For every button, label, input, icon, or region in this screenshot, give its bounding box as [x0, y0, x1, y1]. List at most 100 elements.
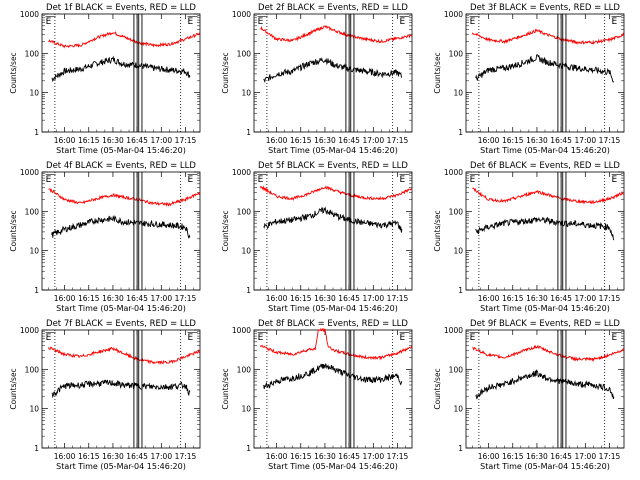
y-tick-label: 1000	[444, 10, 463, 19]
x-tick-label: 16:00	[54, 452, 76, 461]
y-tick-label: 100	[449, 49, 464, 58]
y-tick-label: 100	[237, 207, 252, 216]
flag-marker-label: E	[399, 333, 405, 343]
x-axis-label: Start Time (05-Mar-04 15:46:20)	[56, 462, 186, 471]
x-tick-label: 16:15	[290, 452, 312, 461]
flag-marker-label: E	[399, 17, 405, 27]
x-tick-label: 16:00	[266, 452, 288, 461]
plot-frame	[465, 13, 625, 133]
x-tick-label: 16:30	[526, 136, 548, 145]
x-tick-label: 16:45	[338, 294, 360, 303]
y-tick-label: 1000	[232, 10, 251, 19]
events-series-line	[475, 216, 615, 241]
panel-title: Det 8f BLACK = Events, RED = LLD	[258, 319, 408, 329]
flag-marker-label: E	[46, 333, 52, 343]
y-tick-label: 1	[458, 444, 463, 453]
flag-marker: E	[469, 332, 480, 343]
y-tick-label: 100	[449, 365, 464, 374]
x-tick-label: 17:15	[387, 452, 409, 461]
x-tick-label: 17:00	[362, 136, 384, 145]
lld-series-line	[471, 28, 625, 45]
x-tick-label: 16:00	[478, 294, 500, 303]
detector-panel: Det 9f BLACK = Events, RED = LLD 1 10 100 10…	[433, 319, 625, 471]
plot-frame	[465, 329, 625, 449]
y-tick-label: 100	[25, 49, 40, 58]
y-tick-label: 1000	[444, 168, 463, 177]
x-axis-label: Start Time (05-Mar-04 15:46:20)	[480, 146, 610, 155]
y-tick-label: 1	[458, 128, 463, 137]
x-tick-label: 16:00	[54, 294, 76, 303]
x-tick-label: 17:00	[150, 136, 172, 145]
flag-marker: E	[399, 332, 410, 343]
flag-marker: E	[257, 332, 268, 343]
x-tick-label: 17:00	[362, 452, 384, 461]
flag-marker-label: E	[187, 333, 193, 343]
y-axis-label: Counts/sec	[221, 210, 230, 251]
x-axis-label: Start Time (05-Mar-04 15:46:20)	[56, 304, 186, 313]
flag-marker: E	[45, 16, 56, 27]
x-tick-label: 16:30	[526, 452, 548, 461]
lld-series-line	[259, 185, 412, 201]
flag-marker-label: E	[611, 175, 617, 185]
x-tick-label: 16:15	[78, 136, 100, 145]
events-series-line	[51, 55, 191, 83]
y-tick-label: 10	[453, 405, 463, 414]
flag-marker: E	[187, 332, 198, 343]
x-tick-label: 16:15	[290, 294, 312, 303]
y-tick-label: 1	[34, 286, 39, 295]
panel-title: Det 5f BLACK = Events, RED = LLD	[258, 161, 408, 171]
y-tick-label: 1	[246, 286, 251, 295]
flag-marker: E	[257, 174, 268, 185]
y-axis-label: Counts/sec	[433, 210, 442, 251]
flag-marker-label: E	[258, 17, 264, 27]
detector-panel: Det 2f BLACK = Events, RED = LLD 1 10 100 10…	[221, 3, 413, 155]
flag-marker: E	[187, 16, 198, 27]
x-tick-label: 17:15	[175, 136, 197, 145]
flag-marker-label: E	[399, 175, 405, 185]
x-tick-label: 17:00	[574, 136, 596, 145]
flag-marker: E	[399, 174, 410, 185]
x-tick-label: 16:15	[78, 452, 100, 461]
flag-marker-label: E	[46, 17, 52, 27]
lld-series-line	[472, 344, 625, 363]
y-tick-label: 1000	[20, 168, 39, 177]
x-tick-label: 16:15	[502, 294, 524, 303]
x-tick-label: 16:30	[102, 294, 124, 303]
y-tick-label: 100	[237, 49, 252, 58]
panel-title: Det 9f BLACK = Events, RED = LLD	[470, 319, 620, 329]
y-tick-label: 1000	[20, 326, 39, 335]
y-axis-label: Counts/sec	[9, 52, 18, 93]
x-tick-label: 16:30	[314, 452, 336, 461]
x-tick-label: 16:45	[338, 136, 360, 145]
events-series-line	[51, 379, 191, 399]
events-series-line	[263, 206, 403, 233]
y-axis-label: Counts/sec	[433, 368, 442, 409]
x-tick-label: 17:15	[175, 294, 197, 303]
y-tick-label: 1	[34, 128, 39, 137]
y-tick-label: 100	[449, 207, 464, 216]
flag-marker-label: E	[46, 175, 52, 185]
flag-marker: E	[469, 16, 480, 27]
panel-title: Det 3f BLACK = Events, RED = LLD	[470, 3, 620, 13]
detector-panel: Det 7f BLACK = Events, RED = LLD 1 10 100 10…	[9, 319, 201, 471]
detector-panel: Det 5f BLACK = Events, RED = LLD 1 10 100 10…	[221, 161, 413, 313]
y-tick-label: 1	[34, 444, 39, 453]
flag-marker: E	[45, 174, 56, 185]
y-axis-label: Counts/sec	[9, 368, 18, 409]
x-tick-label: 17:15	[175, 452, 197, 461]
x-axis-label: Start Time (05-Mar-04 15:46:20)	[480, 304, 610, 313]
x-tick-label: 16:00	[478, 136, 500, 145]
panel-title: Det 1f BLACK = Events, RED = LLD	[46, 3, 196, 13]
x-tick-label: 17:00	[362, 294, 384, 303]
events-series-line	[475, 54, 615, 83]
x-tick-label: 16:15	[502, 452, 524, 461]
x-tick-label: 16:00	[478, 452, 500, 461]
panel-title: Det 4f BLACK = Events, RED = LLD	[46, 161, 196, 171]
flag-marker-label: E	[187, 175, 193, 185]
x-axis-label: Start Time (05-Mar-04 15:46:20)	[268, 146, 398, 155]
events-series-line	[263, 57, 403, 84]
y-tick-label: 1000	[444, 326, 463, 335]
y-tick-label: 10	[453, 247, 463, 256]
lld-series-line	[48, 31, 200, 49]
x-tick-label: 16:45	[550, 452, 572, 461]
